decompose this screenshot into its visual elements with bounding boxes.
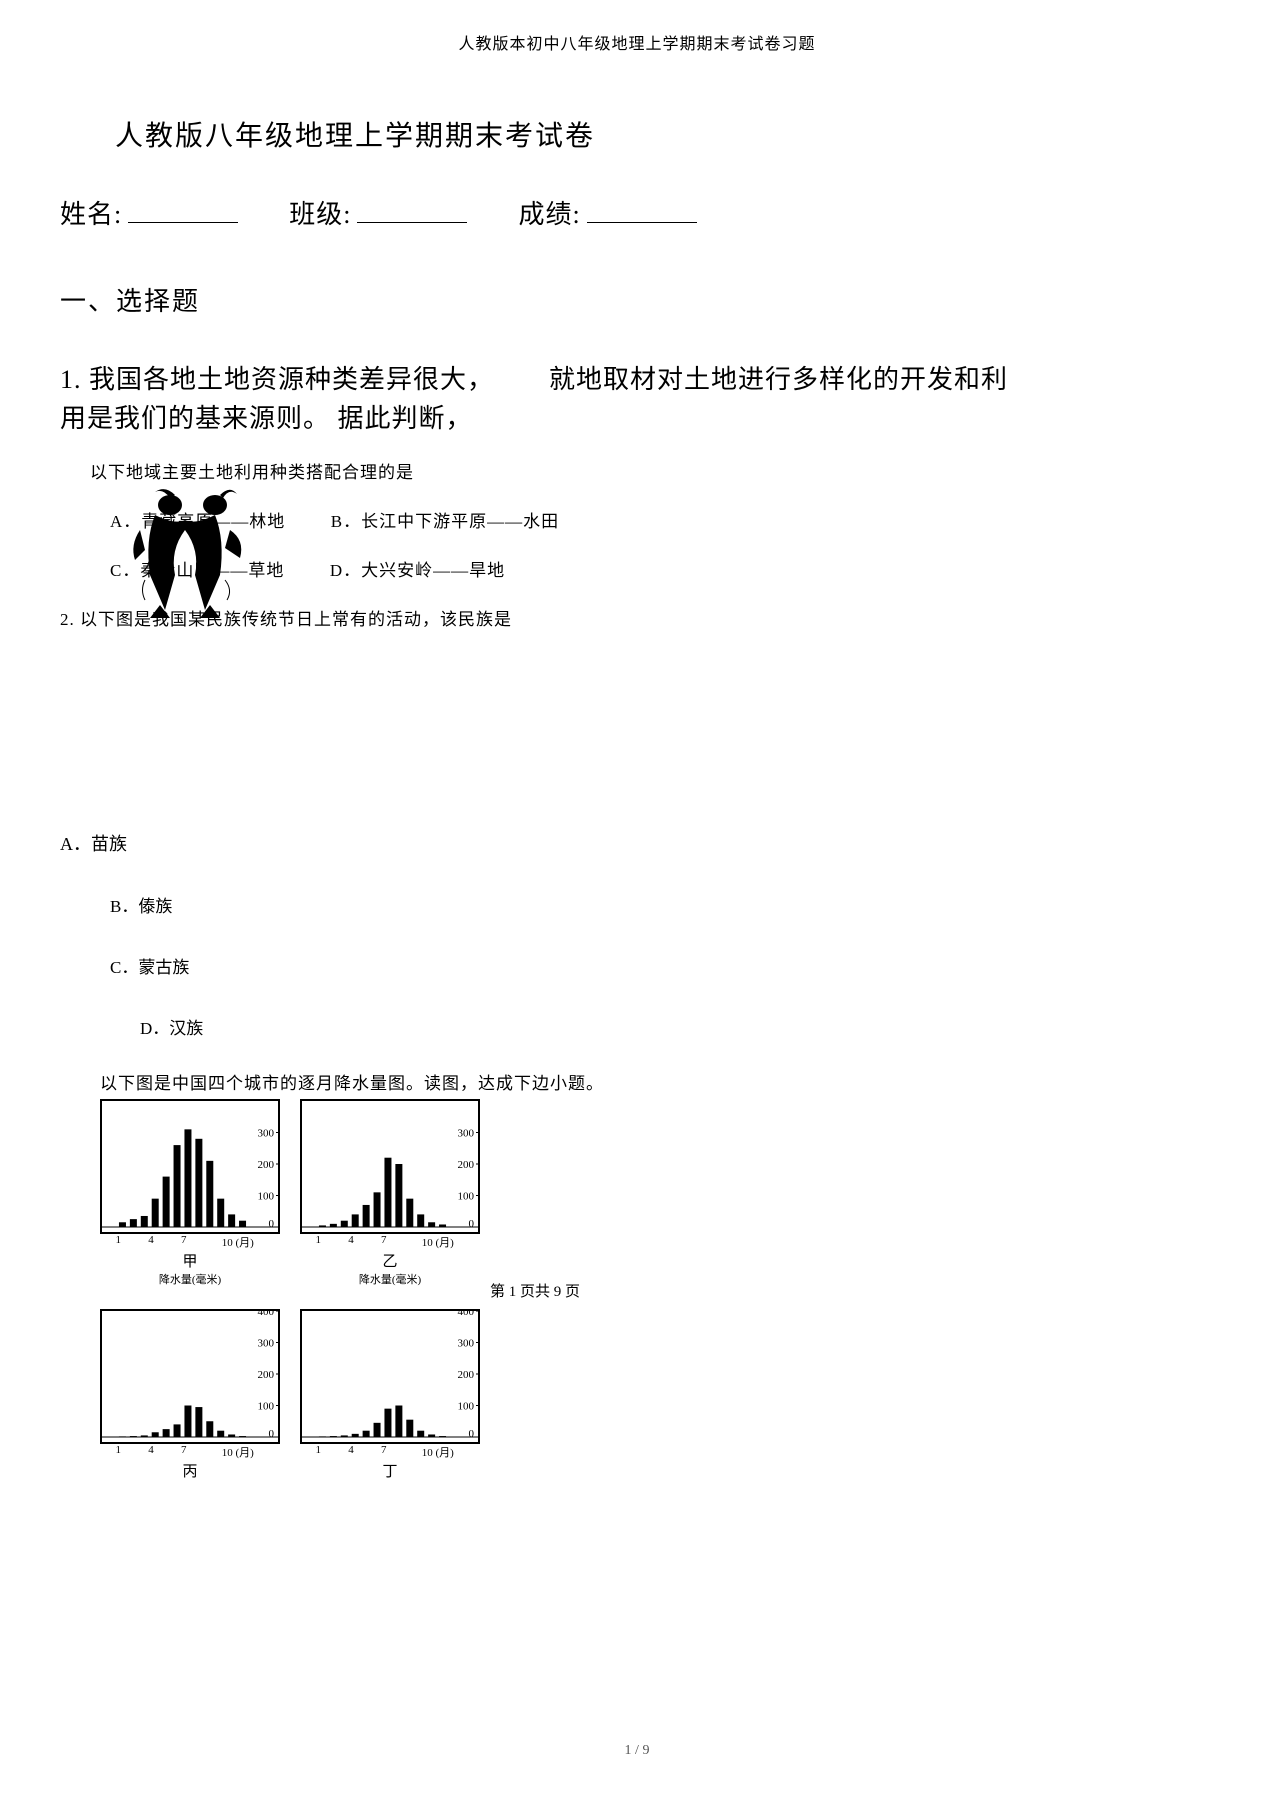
chart-label: 甲 (100, 1250, 280, 1271)
name-label: 姓名: (60, 200, 122, 229)
svg-text:400: 400 (458, 1311, 475, 1318)
svg-text:100: 100 (258, 1191, 275, 1203)
chart-label: 乙 (300, 1250, 480, 1271)
svg-text:0: 0 (469, 1218, 475, 1230)
svg-text:300: 300 (458, 1338, 475, 1350)
chart-frame: 100 200 300 400 0 (300, 1309, 480, 1444)
chart-frame: 100 200 300 0 (100, 1099, 280, 1234)
x-tick: 1 (115, 1234, 121, 1246)
q2-opt-a: A．苗族 (60, 830, 1274, 856)
x-tick: 10 (月) (222, 1444, 254, 1460)
svg-text:200: 200 (258, 1159, 275, 1171)
q2-opt-b: B．傣族 (110, 892, 1274, 917)
chart-jia: 100200300014710 (月)甲降水量(毫米) (100, 1099, 280, 1264)
svg-text:0: 0 (469, 1428, 475, 1440)
chart-ding: 100200300400014710 (月)丁 (300, 1309, 480, 1474)
q1-opts-row2: C．秦岭山区——草地 D．大兴安岭——旱地 (110, 556, 1274, 581)
chart-sublabel: 降水量(毫米) (300, 1271, 480, 1287)
svg-text:300: 300 (458, 1128, 475, 1140)
x-tick: 1 (115, 1444, 121, 1456)
charts-grid: 100200300014710 (月)甲降水量(毫米)1002003000147… (100, 1099, 500, 1519)
section-title: 一、选择题 (60, 281, 1274, 318)
x-tick: 10 (月) (422, 1234, 454, 1250)
x-tick: 7 (381, 1234, 387, 1246)
chart-label: 丁 (300, 1460, 480, 1481)
svg-text:0: 0 (269, 1218, 275, 1230)
x-tick: 4 (348, 1444, 354, 1456)
question-3-stem: 以下图是中国四个城市的逐月降水量图。读图，达成下边小题。 (100, 1069, 1274, 1094)
class-blank (357, 203, 467, 223)
svg-text:400: 400 (258, 1311, 275, 1318)
name-blank (128, 203, 238, 223)
chart-sublabel: 降水量(毫米) (100, 1271, 280, 1287)
q2-opt-d: D．汉族 (140, 1014, 1274, 1039)
chart-label: 丙 (100, 1460, 280, 1481)
x-tick: 4 (348, 1234, 354, 1246)
x-tick: 10 (月) (422, 1444, 454, 1460)
chart-bing: 100200300400014710 (月)丙 (100, 1309, 280, 1474)
score-label: 成绩: (518, 200, 580, 229)
page-header: 人教版本初中八年级地理上学期期末考试卷习题 (0, 0, 1274, 54)
class-label: 班级: (289, 200, 351, 229)
x-tick: 4 (148, 1444, 154, 1456)
page-number: 1 / 9 (625, 1743, 650, 1759)
q1-stem-1: 1. 我国各地土地资源种类差异很大， (60, 365, 494, 394)
chart-frame: 100 200 300 400 0 (100, 1309, 280, 1444)
svg-text:300: 300 (258, 1338, 275, 1350)
exam-title: 人教版八年级地理上学期期末考试卷 (115, 114, 1274, 154)
svg-text:200: 200 (458, 1369, 475, 1381)
x-tick: 1 (315, 1444, 321, 1456)
svg-text:100: 100 (258, 1401, 275, 1413)
svg-text:0: 0 (269, 1428, 275, 1440)
student-info-row: 姓名: 班级: 成绩: (60, 194, 1274, 231)
svg-text:200: 200 (258, 1369, 275, 1381)
x-tick: 4 (148, 1234, 154, 1246)
x-tick: 7 (181, 1234, 187, 1246)
svg-text:100: 100 (458, 1191, 475, 1203)
question-1: 1. 我国各地土地资源种类差异很大， 就地取材对土地进行多样化的开发和利 用是我… (60, 360, 1214, 438)
score-blank (587, 203, 697, 223)
q1-opt-d: D．大兴安岭——旱地 (330, 561, 505, 580)
chart-frame: 100 200 300 0 (300, 1099, 480, 1234)
q1-stem-3: 用是我们的基来源则。 据此判断， (60, 404, 473, 433)
x-tick: 7 (381, 1444, 387, 1456)
q1-opts-row1: A．青藏高原——林地 B．长江中下游平原——水田 (110, 507, 1274, 532)
ethnic-dance-illustration (115, 480, 280, 620)
svg-text:200: 200 (458, 1159, 475, 1171)
q2-opt-c: C．蒙古族 (110, 953, 1274, 978)
chart-yi: 100200300014710 (月)乙降水量(毫米) (300, 1099, 480, 1264)
q1-stem-2: 就地取材对土地进行多样化的开发和利 (549, 365, 1008, 394)
x-tick: 10 (月) (222, 1234, 254, 1250)
q1-opt-b: B．长江中下游平原——水田 (331, 512, 559, 531)
x-tick: 7 (181, 1444, 187, 1456)
svg-text:300: 300 (258, 1128, 275, 1140)
page-count-inline: 第 1 页共 9 页 (490, 1280, 580, 1301)
svg-text:100: 100 (458, 1401, 475, 1413)
x-tick: 1 (315, 1234, 321, 1246)
